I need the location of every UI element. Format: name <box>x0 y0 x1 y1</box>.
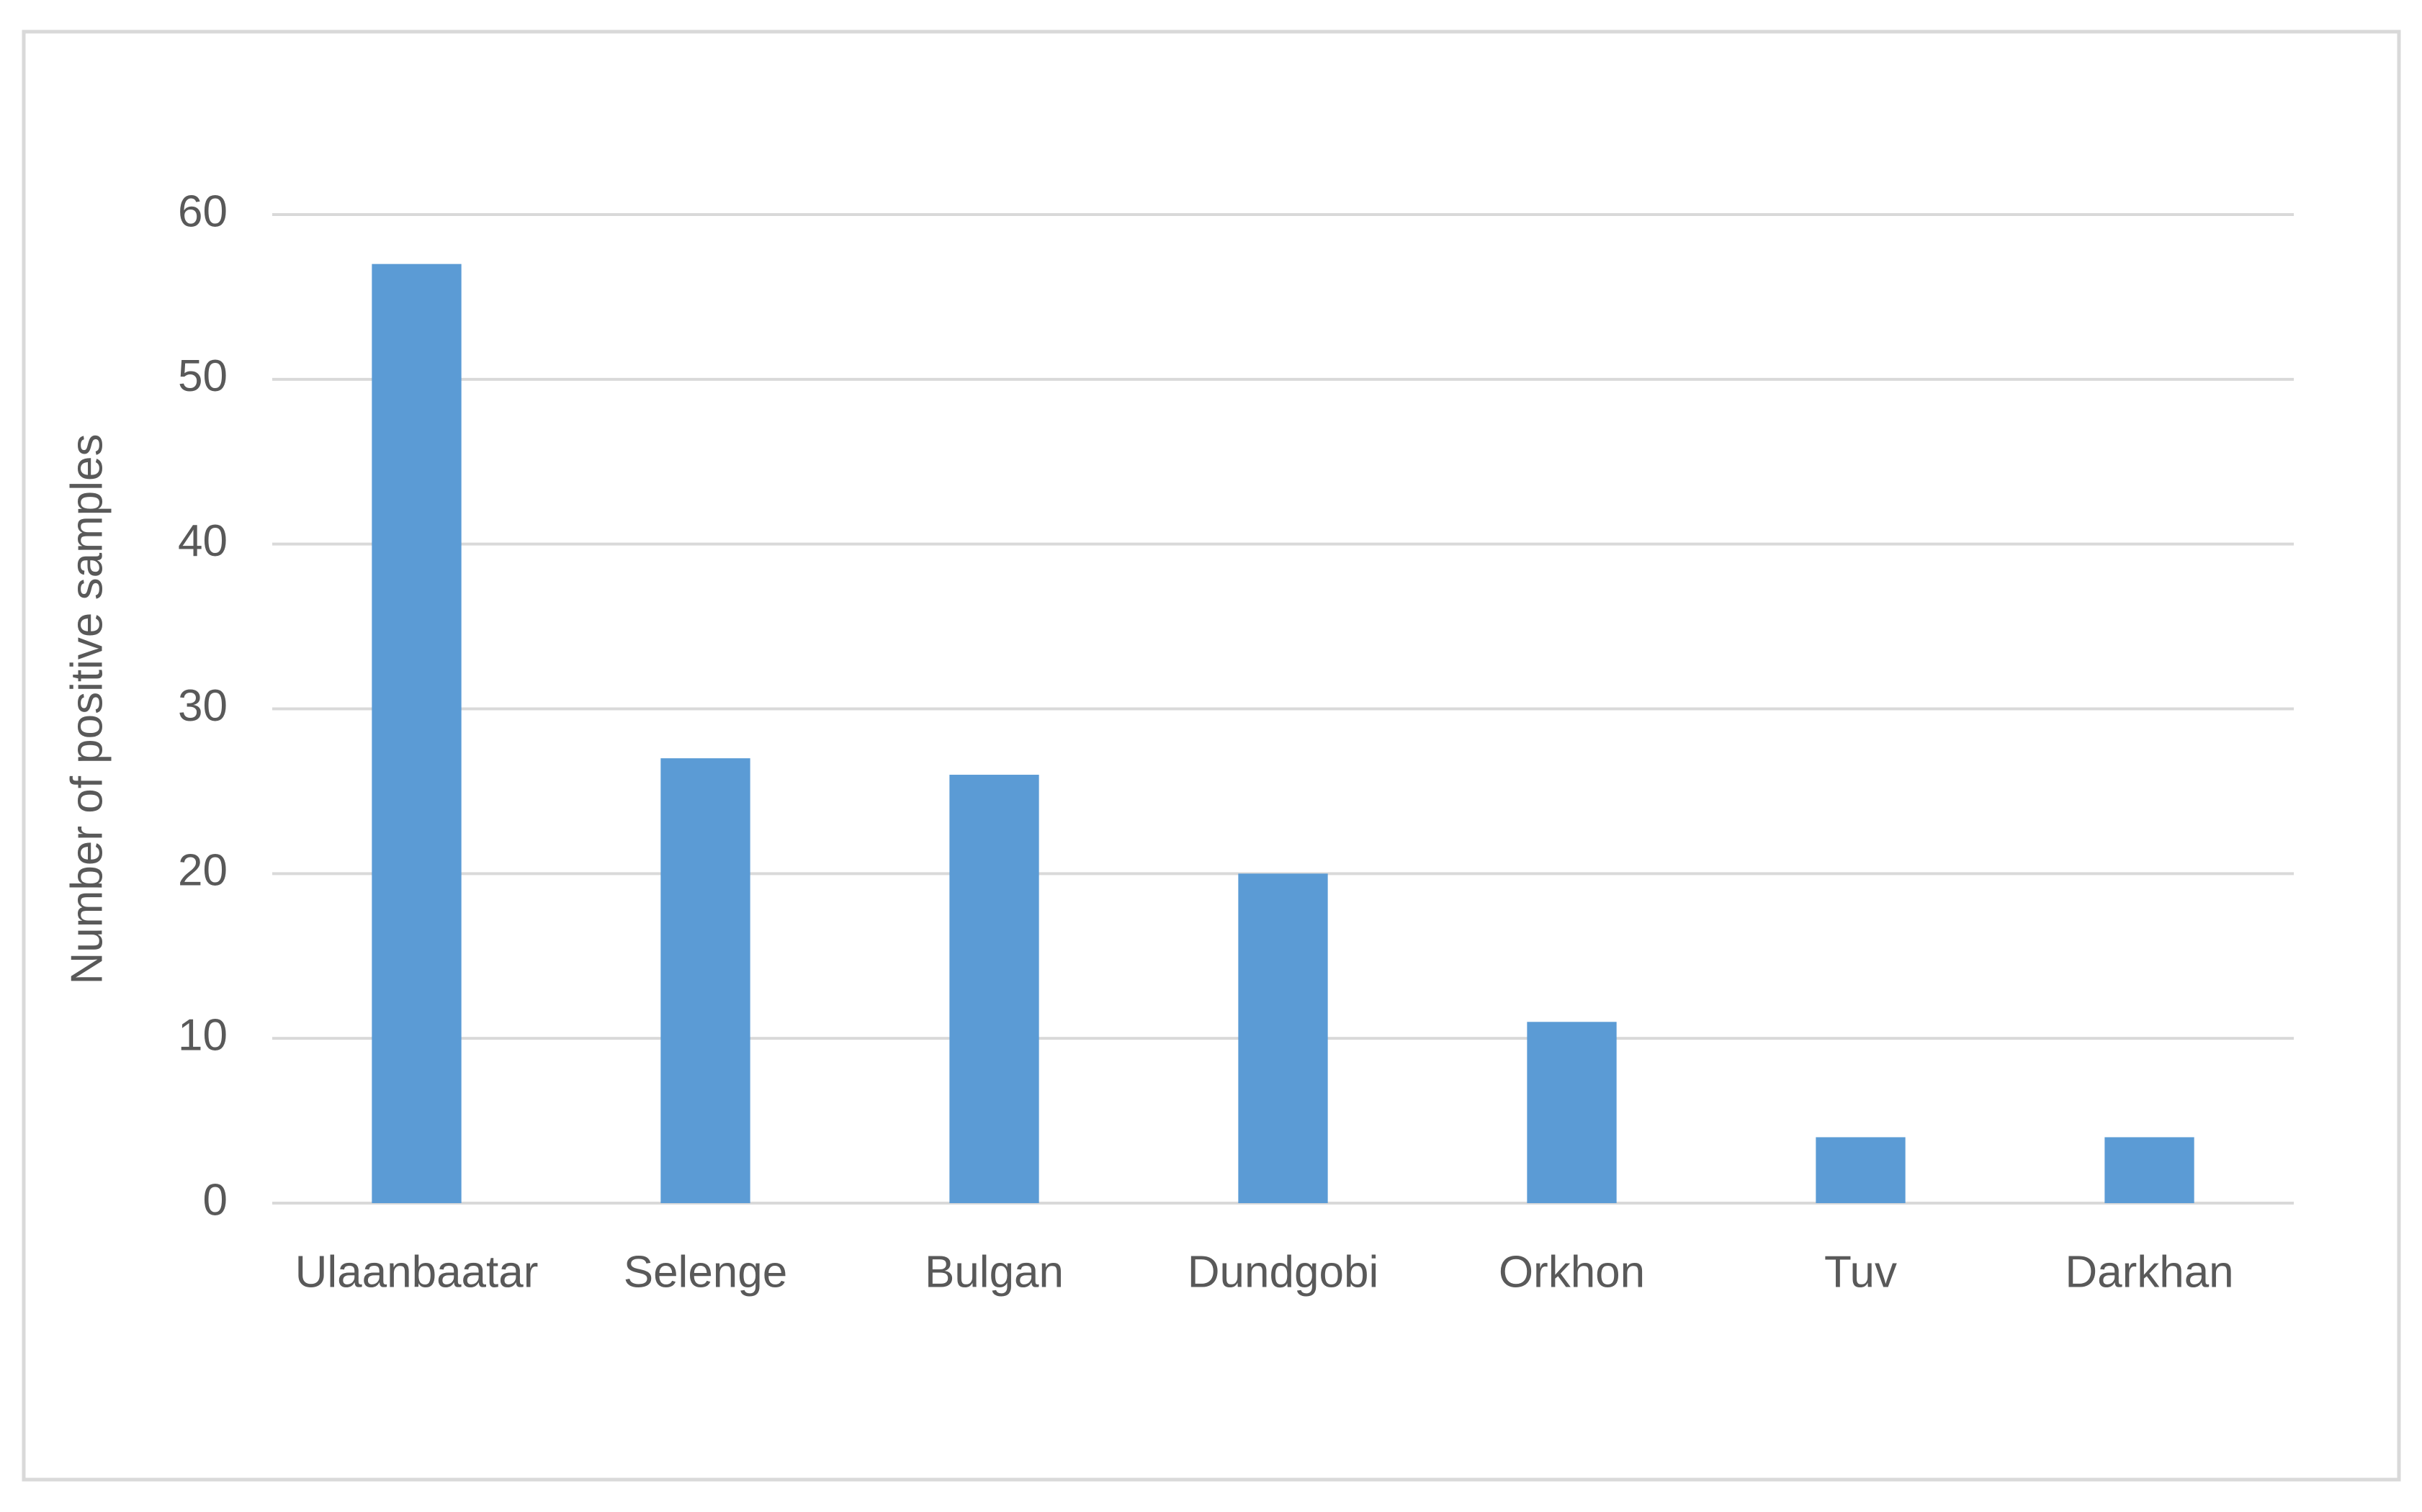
bar <box>1527 1022 1617 1203</box>
bar <box>660 758 750 1203</box>
x-tick-label: Selenge <box>624 1247 788 1297</box>
x-tick-label: Orkhon <box>1499 1247 1645 1297</box>
x-tick-label: Darkhan <box>2065 1247 2233 1297</box>
x-tick-label: Dundgobi <box>1188 1247 1378 1297</box>
bar <box>949 775 1039 1203</box>
y-tick-label: 20 <box>178 846 228 896</box>
y-tick-label: 40 <box>178 516 228 566</box>
bar <box>2104 1137 2194 1203</box>
y-tick-label: 30 <box>178 681 228 731</box>
bar <box>1238 873 1328 1203</box>
y-tick-label: 60 <box>178 186 228 236</box>
x-tick-label: Tuv <box>1824 1247 1897 1297</box>
bar <box>372 264 462 1203</box>
bar <box>1816 1137 1906 1203</box>
y-tick-label: 10 <box>178 1011 228 1061</box>
x-tick-label: Bulgan <box>925 1247 1064 1297</box>
y-tick-label: 50 <box>178 351 228 401</box>
x-tick-label: Ulaanbaatar <box>295 1247 539 1297</box>
y-tick-label: 0 <box>203 1175 228 1225</box>
y-axis-label: Number of positive samples <box>62 434 112 985</box>
